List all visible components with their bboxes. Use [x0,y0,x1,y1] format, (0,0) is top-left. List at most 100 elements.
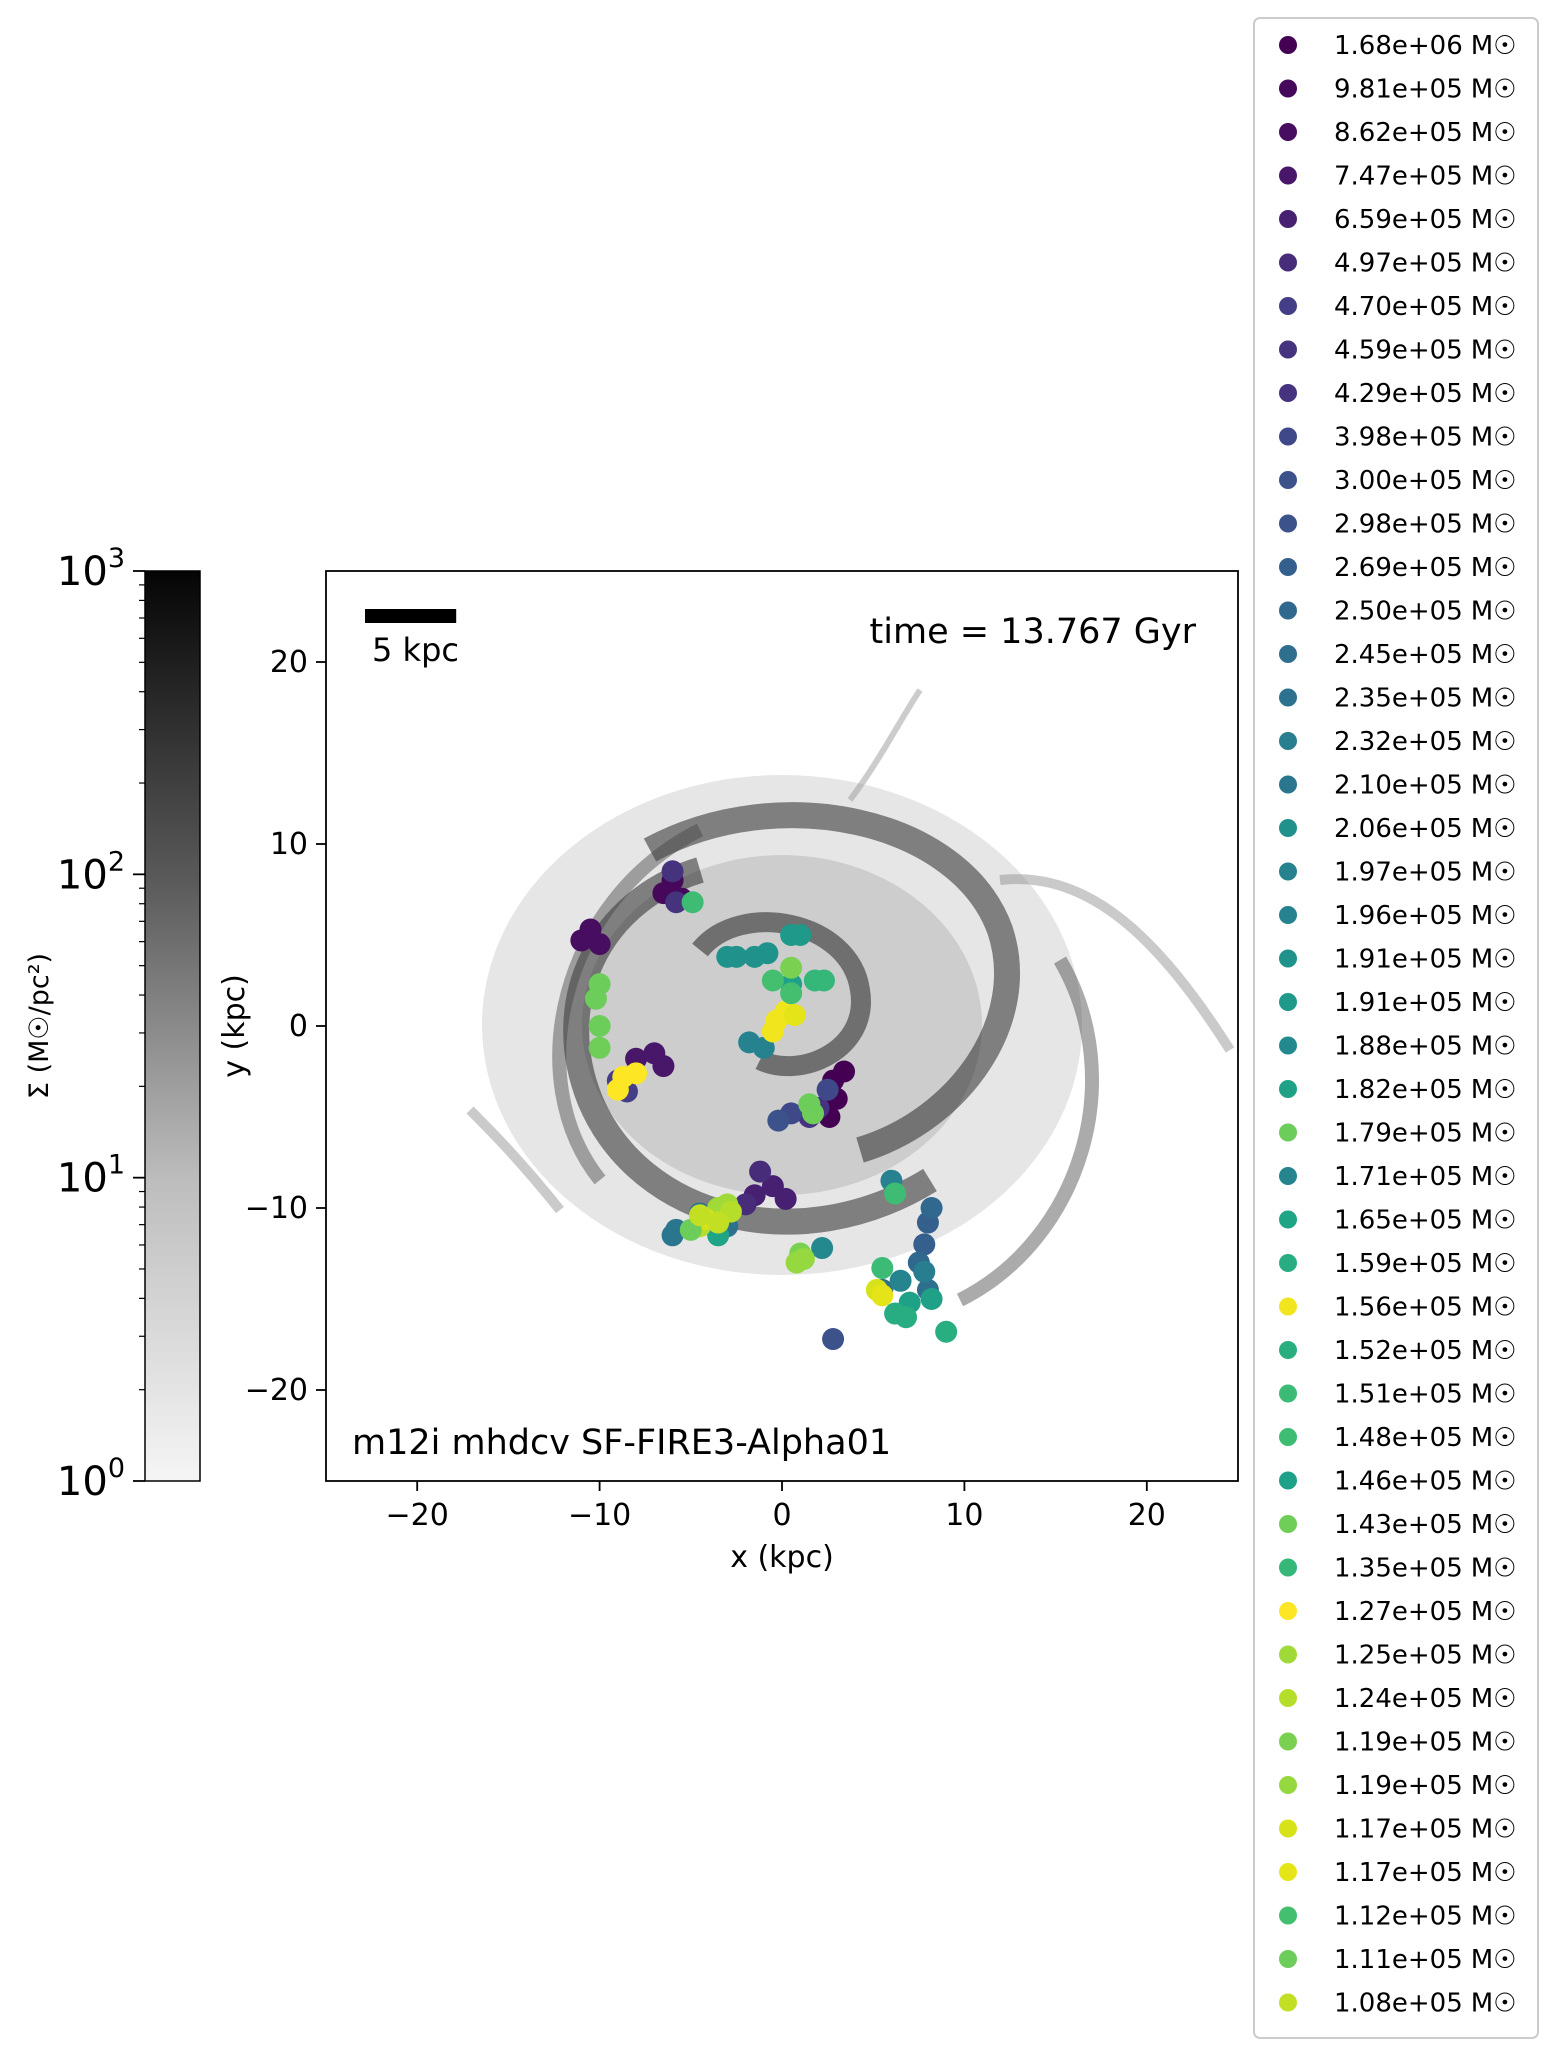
legend: 1.68e+06 M☉ 9.81e+05 M☉ 8.62e+05 M☉ 7.47e+05 M☉… [1253,17,1539,2039]
y-tick-label: 20 [270,645,308,680]
legend-marker [1279,645,1297,663]
legend-label: 1.25e+05 M☉ [1334,1641,1517,1671]
scatter-point [652,1055,675,1078]
legend-marker [1279,601,1297,620]
legend-marker [1279,297,1297,315]
legend-label: 1.65e+05 M☉ [1334,1206,1517,1236]
legend-marker [1279,1036,1297,1055]
legend-marker [1279,1906,1297,1925]
legend-marker [1279,1254,1297,1272]
x-tick-label: 20 [1128,1498,1166,1533]
scatter-point [767,1109,790,1132]
scatter-point [822,1328,845,1351]
legend-label: 3.98e+05 M☉ [1334,423,1517,453]
y-tick-label: −20 [245,1373,308,1408]
legend-label: 1.17e+05 M☉ [1334,1858,1517,1888]
scatter-point [661,860,684,883]
scatter-point [811,1237,834,1260]
legend-marker [1279,514,1297,533]
legend-label: 2.32e+05 M☉ [1334,727,1517,757]
scatter-point [920,1197,943,1219]
legend-label: 1.91e+05 M☉ [1334,945,1517,975]
legend-label: 8.62e+05 M☉ [1334,118,1517,148]
legend-label: 1.08e+05 M☉ [1334,1989,1517,2019]
legend-label: 1.46e+05 M☉ [1334,1467,1517,1497]
x-tick-label: −10 [568,1498,631,1533]
colorbar-ticks: 100 101 102 103 [57,543,145,1505]
legend-label: 1.52e+05 M☉ [1334,1336,1517,1366]
y-tick-label: 0 [289,1009,308,1044]
legend-label: 2.69e+05 M☉ [1334,553,1517,583]
x-tick-label: −20 [386,1498,449,1533]
legend-marker [1279,340,1297,359]
legend-marker [1279,166,1297,185]
scatter-point [588,1036,611,1059]
scatter-point [588,973,611,996]
legend-label: 1.19e+05 M☉ [1334,1771,1517,1801]
scatter-point [889,1269,912,1292]
legend-label: 4.59e+05 M☉ [1334,336,1517,366]
legend-label: 1.17e+05 M☉ [1334,1815,1517,1845]
legend-marker [1279,1080,1297,1098]
legend-marker [1279,688,1297,707]
legend-marker [1279,1515,1297,1533]
scatter-point [792,1247,815,1270]
legend-label: 1.19e+05 M☉ [1334,1728,1517,1758]
scatter-point [780,982,803,1005]
legend-marker [1279,384,1297,402]
legend-label: 1.82e+05 M☉ [1334,1075,1517,1105]
scatter-point [884,1182,907,1205]
legend-marker [1279,819,1297,837]
scale-bar-label: 5 kpc [372,631,459,669]
legend-label: 1.24e+05 M☉ [1334,1684,1517,1714]
y-tick-label: 10 [270,827,308,862]
legend-marker [1279,732,1297,750]
scatter-point [588,933,611,956]
legend-label: 2.35e+05 M☉ [1334,684,1517,714]
x-axis-ticks: −20 −10 0 10 20 [386,1481,1166,1533]
legend-marker [1279,949,1297,968]
legend-marker [1279,1819,1297,1838]
legend-label: 1.97e+05 M☉ [1334,858,1517,888]
scatter-point [913,1260,936,1283]
scatter-point [833,1060,856,1083]
legend-label: 4.97e+05 M☉ [1334,249,1517,279]
scatter-point [761,969,784,992]
scatter-point [752,1036,775,1059]
legend-label: 1.88e+05 M☉ [1334,1032,1517,1062]
colorbar-tick-label: 102 [57,846,125,898]
legend-label: 1.35e+05 M☉ [1334,1554,1517,1584]
scatter-point [681,891,704,914]
scatter-point [920,1288,943,1310]
legend-label: 6.59e+05 M☉ [1334,205,1517,235]
legend-marker [1279,1384,1297,1403]
legend-label: 1.48e+05 M☉ [1334,1423,1517,1453]
legend-marker [1279,1863,1297,1881]
legend-marker [1279,471,1297,489]
legend-label: 2.45e+05 M☉ [1334,640,1517,670]
legend-marker [1279,993,1297,1011]
scatter-point [756,942,779,965]
legend-label: 1.51e+05 M☉ [1334,1380,1517,1410]
x-tick-label: 0 [772,1498,791,1533]
legend-label: 2.50e+05 M☉ [1334,597,1517,627]
scatter-point [803,969,826,992]
run-label: m12i mhdcv SF-FIRE3-Alpha01 [352,1423,891,1463]
legend-marker [1279,1297,1297,1316]
legend-marker [1279,906,1297,924]
time-label: time = 13.767 Gyr [870,612,1197,652]
legend-marker [1279,1950,1297,1968]
colorbar-tick-label: 100 [57,1453,125,1505]
legend-label: 3.00e+05 M☉ [1334,466,1517,496]
legend-marker [1279,427,1297,446]
legend-marker [1279,1210,1297,1229]
legend-label: 7.47e+05 M☉ [1334,162,1517,192]
legend-marker [1279,253,1297,272]
legend-marker [1279,1602,1297,1620]
legend-marker [1279,862,1297,881]
legend-label: 2.06e+05 M☉ [1334,814,1517,844]
legend-marker [1279,558,1297,576]
scale-bar-line [365,609,457,623]
legend-marker [1279,1471,1297,1490]
